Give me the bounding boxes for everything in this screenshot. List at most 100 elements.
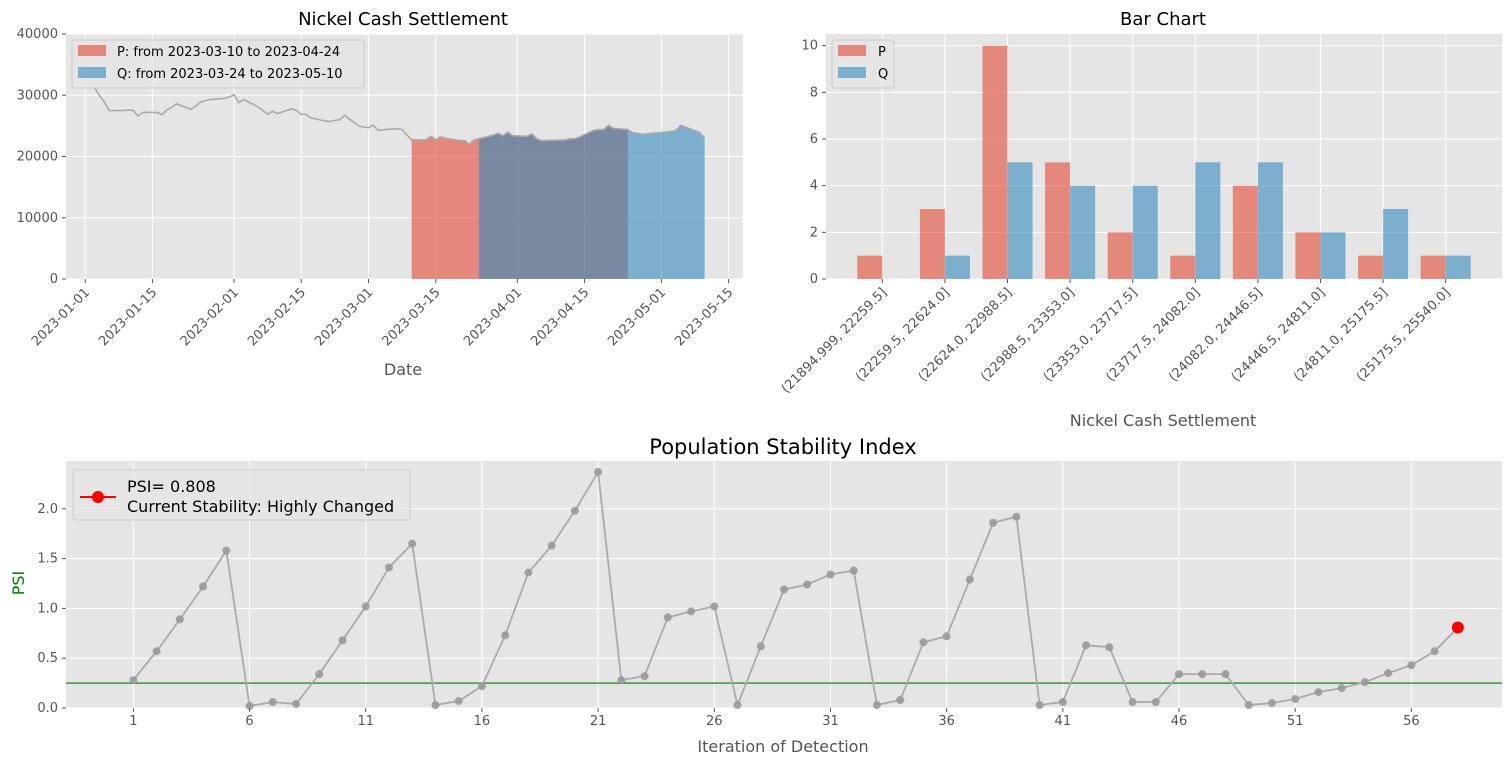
psi-point bbox=[1128, 698, 1137, 707]
chart-title: Nickel Cash Settlement bbox=[298, 9, 508, 30]
y-tick-label: 0 bbox=[810, 272, 818, 287]
psi-point bbox=[292, 700, 301, 709]
x-tick-label: 51 bbox=[1287, 714, 1304, 729]
x-tick-label: 2023-03-01 bbox=[312, 285, 376, 349]
nickel-chart: Nickel Cash Settlement Date P: from 2023… bbox=[17, 9, 743, 379]
psi-point bbox=[570, 506, 579, 515]
psi-point bbox=[780, 585, 788, 594]
legend: PSI= 0.808 Current Stability: Highly Cha… bbox=[72, 469, 411, 521]
bar-p bbox=[1358, 255, 1384, 279]
y-tick-label: 30000 bbox=[17, 88, 58, 103]
y-tick-label: 40000 bbox=[17, 27, 58, 42]
bar-chart: Bar Chart Nickel Cash Settlement P Q 0 2 4… bbox=[779, 9, 1502, 430]
y-tick-label: 6 bbox=[810, 132, 818, 147]
x-tick-label: 36 bbox=[938, 714, 955, 729]
legend-swatch-p bbox=[838, 45, 866, 56]
psi-point bbox=[1384, 669, 1393, 678]
y-tick-label: 10000 bbox=[17, 211, 58, 226]
psi-point bbox=[872, 701, 881, 710]
bar-q bbox=[1132, 185, 1158, 279]
price-line bbox=[94, 87, 706, 146]
y-tick-label: 10 bbox=[801, 39, 818, 54]
x-tick-label: 2023-05-01 bbox=[605, 285, 669, 349]
bar-p bbox=[919, 209, 945, 279]
x-tick-label: 26 bbox=[706, 714, 723, 729]
psi-point bbox=[1407, 661, 1416, 670]
y-tick-label: 8 bbox=[810, 85, 818, 100]
x-tick-label: 16 bbox=[474, 714, 491, 729]
psi-point bbox=[501, 631, 510, 640]
x-tick-label: 1 bbox=[129, 714, 137, 729]
bar-p bbox=[1295, 232, 1321, 279]
psi-point bbox=[129, 676, 138, 685]
bar-p bbox=[1232, 185, 1258, 279]
x-tick-label: 2023-04-15 bbox=[528, 285, 592, 349]
legend-label-q: Q bbox=[878, 67, 888, 82]
x-axis-label: Date bbox=[384, 360, 422, 379]
psi-point bbox=[640, 672, 649, 681]
bar-p bbox=[857, 255, 883, 279]
psi-point bbox=[152, 647, 161, 656]
x-tick-label: 2023-02-15 bbox=[245, 285, 309, 349]
bar-p bbox=[1045, 162, 1071, 279]
psi-point bbox=[175, 615, 184, 624]
psi-point bbox=[1105, 643, 1114, 652]
x-tick-label: 56 bbox=[1403, 714, 1420, 729]
psi-point bbox=[919, 638, 928, 647]
legend-box bbox=[72, 469, 411, 521]
y-tick-label: 0 bbox=[50, 272, 58, 287]
psi-point bbox=[431, 701, 440, 710]
psi-point bbox=[1314, 688, 1323, 697]
psi-point bbox=[710, 602, 719, 611]
legend-swatch-q bbox=[78, 67, 106, 78]
psi-point bbox=[268, 698, 277, 707]
x-tick-label: 46 bbox=[1171, 714, 1188, 729]
psi-point bbox=[199, 582, 208, 591]
psi-point bbox=[222, 546, 231, 555]
bar-p bbox=[1170, 255, 1196, 279]
x-tick-label: 2023-01-15 bbox=[96, 285, 160, 349]
x-tick-label: 21 bbox=[590, 714, 607, 729]
psi-point bbox=[756, 642, 765, 651]
bar-p bbox=[1107, 232, 1133, 279]
psi-point bbox=[454, 697, 463, 706]
y-tick-label: 20000 bbox=[17, 150, 58, 165]
legend-label-p: P: from 2023-03-10 to 2023-04-24 bbox=[117, 45, 340, 60]
psi-point bbox=[477, 682, 486, 691]
psi-point bbox=[315, 670, 324, 679]
x-tick-label: 31 bbox=[822, 714, 839, 729]
psi-point bbox=[594, 467, 603, 476]
legend-label-p: P bbox=[878, 45, 886, 60]
psi-point bbox=[408, 539, 417, 548]
chart-title: Population Stability Index bbox=[649, 435, 916, 459]
legend-box bbox=[71, 39, 365, 89]
legend-swatch-q bbox=[838, 67, 866, 78]
bar-q bbox=[1383, 209, 1409, 279]
legend-label-q: Q: from 2023-03-24 to 2023-05-10 bbox=[117, 67, 343, 82]
y-tick-label: 1.0 bbox=[37, 601, 58, 616]
psi-point bbox=[1058, 698, 1067, 707]
area-q bbox=[478, 125, 705, 279]
psi-point bbox=[1151, 698, 1160, 707]
psi-line bbox=[132, 469, 1459, 709]
bar-q bbox=[1070, 185, 1096, 279]
y-tick-label: 1.5 bbox=[37, 552, 58, 567]
x-tick-label: 2023-03-15 bbox=[380, 285, 444, 349]
psi-point bbox=[1035, 701, 1044, 710]
x-tick-label: 11 bbox=[357, 714, 374, 729]
legend-marker bbox=[92, 491, 104, 503]
psi-point bbox=[1082, 641, 1091, 650]
psi-point bbox=[1337, 684, 1346, 693]
y-tick-label: 4 bbox=[810, 179, 818, 194]
psi-point bbox=[896, 696, 905, 705]
psi-point bbox=[849, 566, 858, 575]
legend: P: from 2023-03-10 to 2023-04-24 Q: from… bbox=[71, 39, 365, 89]
x-tick-label: (21894.999, 22259.5] bbox=[779, 285, 890, 396]
bar-p bbox=[982, 45, 1008, 279]
bar-q bbox=[1320, 232, 1346, 279]
psi-point bbox=[733, 701, 742, 710]
bar-q bbox=[1195, 162, 1221, 279]
y-tick-label: 0.5 bbox=[37, 651, 58, 666]
bar-q bbox=[1445, 255, 1471, 279]
